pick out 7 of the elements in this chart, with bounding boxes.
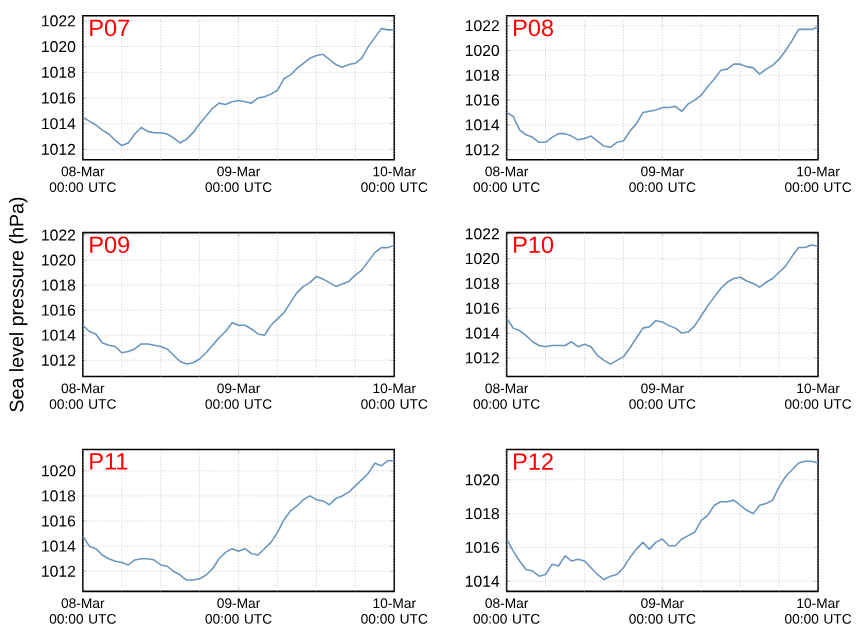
chart-title: P09 [90, 236, 130, 253]
chart-title: P10 [514, 236, 554, 253]
y-axis-title: Sea level pressure (hPa) [9, 197, 28, 412]
chart-title: P11 [90, 452, 128, 470]
chart-title: P08 [514, 19, 553, 36]
chart-title: P12 [514, 452, 553, 470]
chart-title: P07 [90, 19, 130, 36]
